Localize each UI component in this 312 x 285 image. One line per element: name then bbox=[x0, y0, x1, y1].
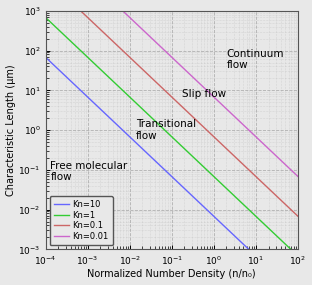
X-axis label: Normalized Number Density (n/n₀): Normalized Number Density (n/n₀) bbox=[87, 269, 256, 280]
Line: Kn=0.1: Kn=0.1 bbox=[46, 0, 298, 216]
Kn=10 bbox=[251, 251, 254, 255]
Kn=0.01 bbox=[165, 51, 169, 54]
Kn=0.1 bbox=[296, 215, 300, 218]
Kn=10 bbox=[163, 169, 167, 172]
Kn=10 bbox=[165, 170, 169, 174]
Kn=1 bbox=[163, 129, 167, 133]
Kn=1 bbox=[251, 211, 254, 215]
Kn=0.1 bbox=[165, 91, 169, 94]
Kn=0.01 bbox=[194, 78, 197, 82]
Kn=10 bbox=[44, 56, 47, 59]
Kn=0.1 bbox=[180, 105, 184, 109]
Y-axis label: Characteristic Length (μm): Characteristic Length (μm) bbox=[6, 64, 16, 196]
Kn=0.1 bbox=[194, 118, 197, 121]
Kn=0.1 bbox=[251, 172, 254, 175]
Kn=1 bbox=[180, 145, 184, 148]
Kn=0.01 bbox=[180, 65, 184, 69]
Kn=0.01 bbox=[296, 175, 300, 178]
Legend: Kn=10, Kn=1, Kn=0.1, Kn=0.01: Kn=10, Kn=1, Kn=0.1, Kn=0.01 bbox=[50, 196, 113, 245]
Kn=0.01 bbox=[163, 50, 167, 53]
Kn=0.01 bbox=[251, 132, 254, 135]
Line: Kn=1: Kn=1 bbox=[46, 17, 298, 256]
Kn=1 bbox=[44, 16, 47, 19]
Kn=1 bbox=[165, 131, 169, 134]
Text: Slip flow: Slip flow bbox=[183, 89, 227, 99]
Kn=1 bbox=[296, 254, 300, 258]
Line: Kn=10: Kn=10 bbox=[46, 57, 298, 285]
Kn=10 bbox=[180, 185, 184, 188]
Text: Free molecular
flow: Free molecular flow bbox=[50, 161, 128, 182]
Text: Transitional
flow: Transitional flow bbox=[136, 119, 196, 141]
Line: Kn=0.01: Kn=0.01 bbox=[46, 0, 298, 176]
Kn=0.01 bbox=[290, 169, 294, 172]
Text: Continuum
flow: Continuum flow bbox=[227, 48, 284, 70]
Kn=0.1 bbox=[290, 209, 294, 212]
Kn=10 bbox=[194, 198, 197, 201]
Kn=1 bbox=[194, 158, 197, 161]
Kn=0.1 bbox=[163, 89, 167, 93]
Kn=1 bbox=[290, 249, 294, 252]
